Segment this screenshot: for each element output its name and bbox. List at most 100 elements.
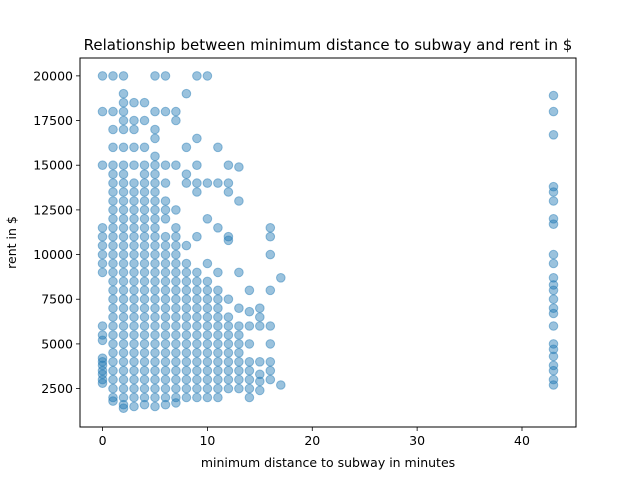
data-point	[171, 357, 181, 367]
data-point	[202, 276, 213, 287]
data-point	[129, 312, 139, 322]
data-point	[223, 348, 234, 358]
data-point	[97, 357, 108, 367]
data-point	[171, 303, 181, 314]
data-point	[171, 106, 181, 117]
data-point	[108, 392, 118, 403]
data-point	[108, 374, 118, 385]
data-point	[139, 187, 150, 197]
data-point	[108, 231, 118, 242]
data-point	[108, 223, 118, 233]
y-tick-label: 2500	[41, 381, 73, 396]
data-point	[160, 294, 171, 305]
data-point	[181, 276, 192, 287]
data-point	[223, 160, 234, 170]
data-point	[129, 267, 139, 278]
data-point	[139, 142, 150, 153]
data-point	[213, 383, 223, 394]
data-point	[129, 97, 139, 108]
data-point	[118, 276, 129, 287]
data-point	[139, 399, 150, 410]
data-point	[213, 294, 223, 305]
data-point	[181, 258, 192, 269]
data-point	[223, 330, 234, 340]
data-point	[139, 205, 150, 215]
data-point	[118, 124, 129, 135]
data-point	[118, 71, 129, 81]
data-point	[548, 294, 559, 305]
data-point	[202, 312, 213, 322]
data-point	[150, 187, 160, 197]
data-point	[548, 344, 559, 355]
data-point	[171, 258, 181, 269]
data-point	[97, 365, 108, 376]
data-point	[181, 392, 192, 403]
data-point	[129, 374, 139, 385]
data-point	[150, 330, 160, 340]
data-point	[181, 142, 192, 153]
data-point	[118, 106, 129, 117]
data-point	[181, 178, 192, 188]
data-point	[234, 348, 244, 358]
data-point	[202, 374, 213, 385]
data-point	[234, 330, 244, 340]
data-point	[160, 383, 171, 394]
data-point	[108, 124, 118, 135]
data-point	[254, 357, 265, 367]
data-points	[97, 71, 559, 414]
data-point	[150, 348, 160, 358]
data-point	[171, 294, 181, 305]
data-point	[129, 124, 139, 135]
data-point	[171, 276, 181, 287]
data-point	[150, 267, 160, 278]
data-point	[108, 321, 118, 331]
data-point	[548, 219, 559, 229]
data-point	[139, 348, 150, 358]
data-point	[192, 383, 202, 394]
data-point	[548, 308, 559, 319]
data-point	[171, 205, 181, 215]
data-point	[265, 321, 276, 331]
data-point	[202, 348, 213, 358]
data-point	[223, 312, 234, 322]
data-point	[108, 160, 118, 170]
data-point	[160, 399, 171, 410]
data-point	[548, 273, 559, 283]
data-point	[548, 258, 559, 269]
data-point	[150, 240, 160, 251]
data-point	[160, 205, 171, 215]
data-point	[192, 276, 202, 287]
data-point	[265, 285, 276, 296]
data-point	[202, 214, 213, 224]
data-point	[548, 339, 559, 349]
data-point	[108, 276, 118, 287]
data-point	[118, 348, 129, 358]
data-point	[223, 339, 234, 349]
data-point	[223, 357, 234, 367]
data-point	[150, 133, 160, 144]
data-point	[202, 285, 213, 296]
data-point	[202, 392, 213, 403]
data-point	[192, 267, 202, 278]
data-point	[234, 365, 244, 376]
data-point	[118, 205, 129, 215]
data-point	[129, 196, 139, 206]
data-point	[108, 249, 118, 260]
data-point	[171, 285, 181, 296]
data-point	[108, 267, 118, 278]
data-point	[265, 231, 276, 242]
data-point	[129, 330, 139, 340]
data-point	[118, 357, 129, 367]
data-point	[171, 312, 181, 322]
data-point	[202, 383, 213, 394]
data-point	[548, 187, 559, 197]
data-point	[160, 348, 171, 358]
data-point	[223, 178, 234, 188]
data-point	[139, 178, 150, 188]
data-point	[129, 392, 139, 403]
data-point	[181, 303, 192, 314]
data-point	[118, 330, 129, 340]
data-point	[97, 258, 108, 269]
data-point	[97, 374, 108, 385]
data-point	[265, 357, 276, 367]
